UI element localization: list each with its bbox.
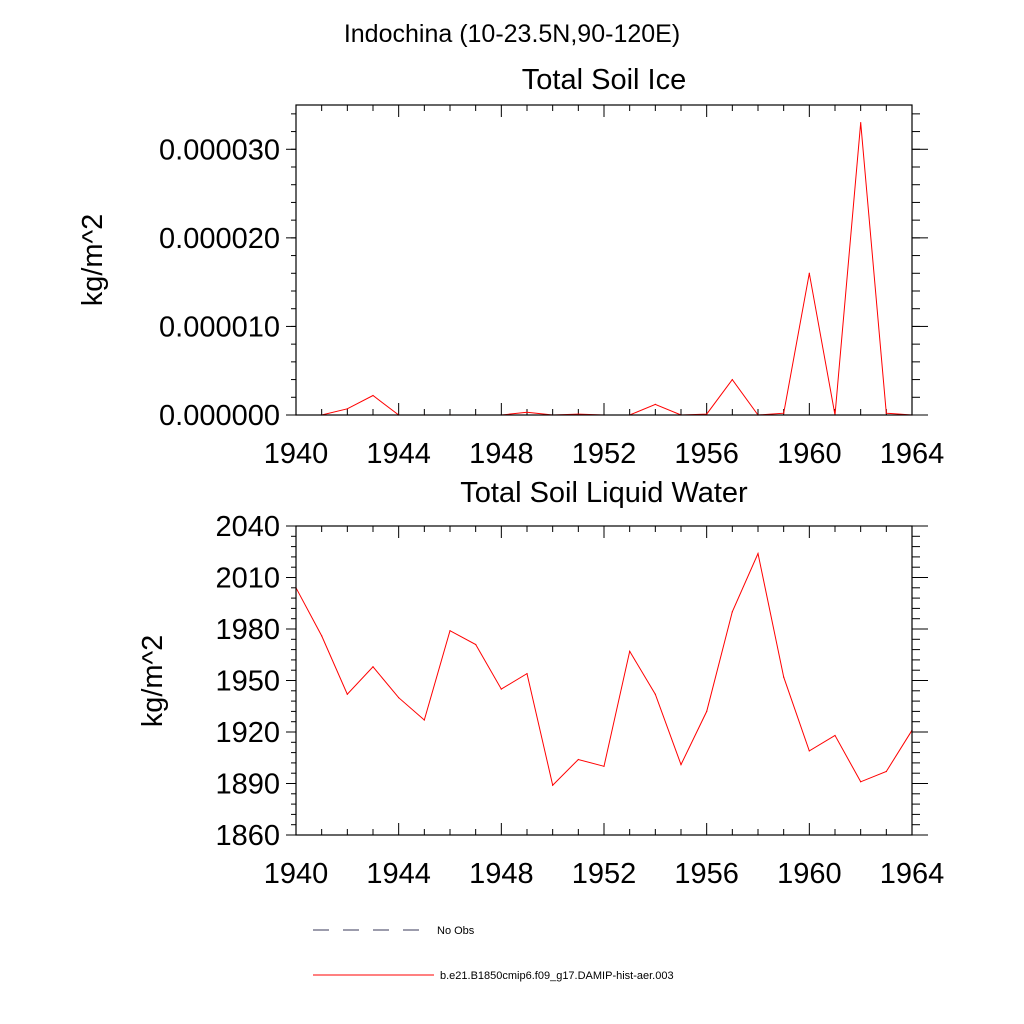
soil-ice-ticks: 1940 1944 1948 1952 1956 1960 1964 0.000000 0.00… (159, 105, 944, 470)
soil-ice-data-point (783, 412, 785, 414)
soil-ice-xtick-label: 1960 (777, 438, 842, 470)
soil-liquid-water-data-point (321, 635, 323, 637)
soil-liquid-water-data-point (680, 764, 682, 766)
soil-liquid-water-data-point (731, 611, 733, 613)
soil-liquid-water-ytick-label: 1860 (215, 820, 280, 852)
soil-liquid-water-panel: Total Soil Liquid Water kg/m^2 1940 1944 1… (137, 477, 944, 890)
soil-liquid-water-data-point (860, 781, 862, 783)
soil-liquid-water-data-point (526, 673, 528, 675)
soil-ice-panel: Total Soil Ice kg/m^2 1940 1944 1948 1952 19… (77, 64, 944, 470)
soil-ice-data-point (526, 411, 528, 413)
soil-liquid-water-ytick-label: 1980 (215, 614, 280, 646)
soil-liquid-water-data-point (783, 676, 785, 678)
soil-liquid-water-ytick-label: 1950 (215, 666, 280, 698)
soil-liquid-water-data-point (808, 750, 810, 752)
soil-liquid-water-data-point (577, 758, 579, 761)
soil-ice-ytick-label: 0.000010 (159, 311, 280, 343)
legend-label-no-obs: No Obs (437, 925, 475, 937)
soil-ice-ylabel: kg/m^2 (77, 214, 109, 307)
soil-liquid-water-xtick-label: 1944 (366, 858, 431, 890)
legend: No Obs b.e21.B1850cmip6.f09_g17.DAMIP-hi… (313, 925, 674, 982)
soil-liquid-water-data-point (372, 666, 374, 668)
soil-ice-data-point (346, 408, 348, 410)
soil-liquid-water-xtick-label: 1960 (777, 858, 842, 890)
soil-ice-plot-frame (295, 104, 913, 416)
soil-liquid-water-xtick-label: 1952 (572, 858, 637, 890)
soil-ice-series-line (296, 122, 913, 416)
soil-liquid-water-xtick-label: 1940 (264, 858, 329, 890)
soil-liquid-water-ylabel: kg/m^2 (137, 635, 169, 728)
soil-ice-ytick-label: 0.000030 (159, 134, 280, 166)
soil-liquid-water-data-point (346, 693, 348, 695)
soil-ice-data-point (731, 378, 733, 381)
soil-liquid-water-data-point (398, 697, 400, 699)
soil-ice-data-point (808, 272, 810, 274)
soil-liquid-water-xtick-label: 1948 (469, 858, 534, 890)
soil-liquid-water-data-point (475, 643, 477, 646)
soil-liquid-water-ytick-label: 2040 (215, 511, 280, 543)
soil-liquid-water-data-point (449, 630, 451, 632)
soil-ice-series (295, 122, 913, 416)
soil-ice-title: Total Soil Ice (522, 64, 686, 96)
soil-liquid-water-xtick-label: 1964 (880, 858, 945, 890)
soil-liquid-water-plot-frame (295, 525, 913, 836)
soil-ice-xtick-label: 1944 (366, 438, 431, 470)
soil-liquid-water-data-point (757, 552, 759, 555)
soil-liquid-water-data-point (500, 688, 502, 690)
soil-ice-xtick-label: 1952 (572, 438, 637, 470)
soil-liquid-water-series (295, 551, 913, 787)
soil-ice-data-point (860, 122, 862, 124)
soil-liquid-water-data-point (834, 734, 836, 737)
soil-ice-xtick-label: 1948 (469, 438, 534, 470)
soil-liquid-water-data-point (706, 710, 708, 713)
soil-ice-data-point (372, 394, 374, 397)
soil-liquid-water-data-point (423, 719, 425, 721)
soil-ice-xtick-label: 1964 (880, 438, 945, 470)
legend-label-model: b.e21.B1850cmip6.f09_g17.DAMIP-hist-aer.… (440, 970, 674, 982)
soil-liquid-water-data-point (629, 650, 631, 652)
soil-ice-data-point (654, 403, 656, 405)
soil-ice-data-point (885, 412, 887, 414)
soil-liquid-water-ytick-label: 2010 (215, 563, 280, 595)
soil-liquid-water-ytick-label: 1890 (215, 769, 280, 801)
soil-liquid-water-data-point (654, 693, 656, 695)
soil-liquid-water-xtick-label: 1956 (674, 858, 739, 890)
soil-liquid-water-series-line (295, 551, 913, 787)
soil-ice-xtick-label: 1940 (264, 438, 329, 470)
soil-liquid-water-data-point (885, 770, 887, 773)
soil-liquid-water-ticks: 1940 1944 1948 1952 1956 1960 1964 1860 1890 1920… (215, 511, 944, 890)
figure-title: Indochina (10-23.5N,90-120E) (344, 20, 680, 48)
soil-liquid-water-ytick-label: 1920 (215, 717, 280, 749)
soil-liquid-water-data-point (552, 784, 554, 786)
soil-ice-ytick-label: 0.000020 (159, 223, 280, 255)
soil-liquid-water-data-point (603, 765, 605, 767)
soil-ice-xtick-label: 1956 (674, 438, 739, 470)
soil-liquid-water-title: Total Soil Liquid Water (460, 477, 748, 509)
soil-ice-ytick-label: 0.000000 (159, 400, 280, 432)
